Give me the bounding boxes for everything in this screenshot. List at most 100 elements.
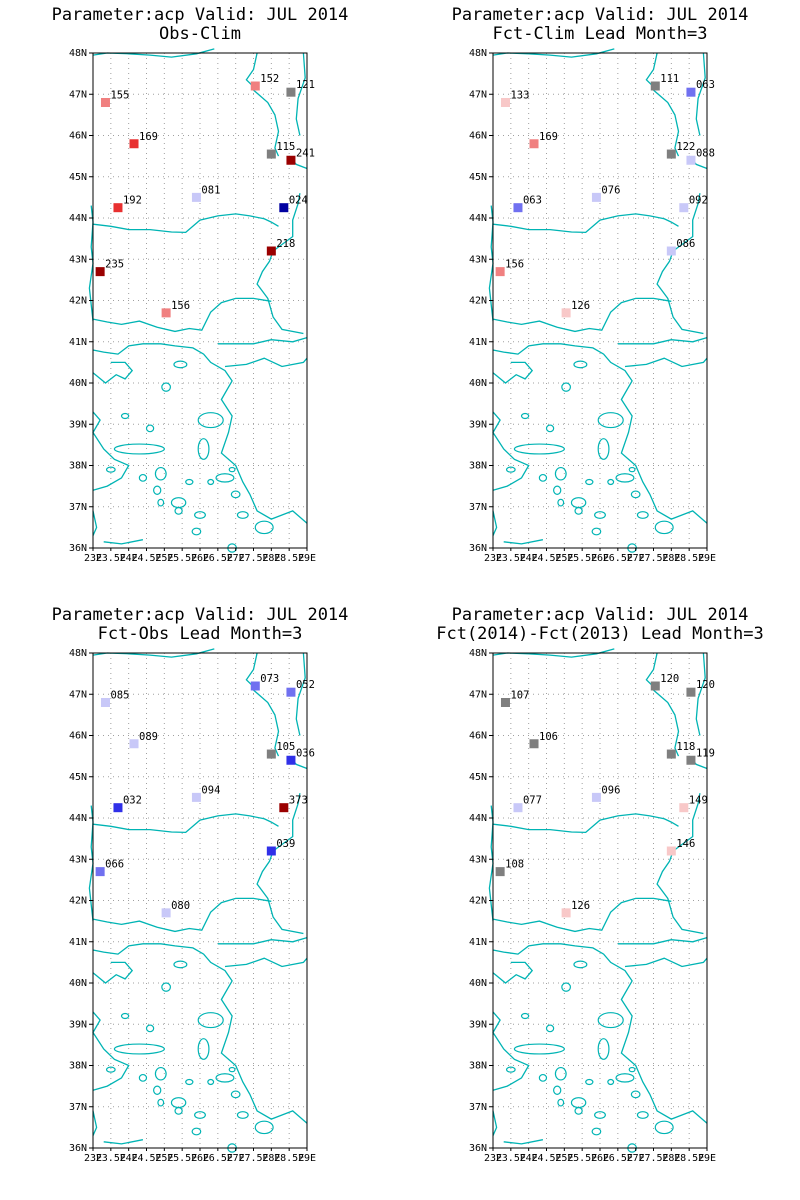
station-value-label: 192 xyxy=(123,195,142,207)
lat-tick-label: 47N xyxy=(469,689,487,700)
lon-tick-label: 29E xyxy=(698,1153,716,1164)
lon-tick-label: 28.5E xyxy=(274,1153,304,1164)
station-marker xyxy=(686,155,696,165)
station-marker xyxy=(686,755,696,765)
station-value-label: 036 xyxy=(296,747,315,759)
lon-tick-label: 26E xyxy=(191,553,209,564)
lon-tick-label: 29E xyxy=(298,1153,316,1164)
lat-tick-label: 45N xyxy=(469,172,487,183)
lat-tick-label: 38N xyxy=(69,461,87,472)
lat-tick-label: 47N xyxy=(69,689,87,700)
lat-tick-label: 40N xyxy=(469,378,487,389)
lat-tick-label: 39N xyxy=(69,419,87,430)
map-plot: 36N 37N 38N 39N 40N 41N 42N 43N 44N 45N 46N 47N 48N 2… xyxy=(469,648,716,1164)
station-value-label: 073 xyxy=(260,673,279,685)
lat-tick-label: 44N xyxy=(469,813,487,824)
lon-tick-label: 26.5E xyxy=(603,1153,633,1164)
station-marker xyxy=(529,739,539,749)
map-plot: 36N 37N 38N 39N 40N 41N 42N 43N 44N 45N 46N 47N 48N 2… xyxy=(69,648,316,1164)
lat-tick-label: 39N xyxy=(69,1019,87,1030)
station-marker xyxy=(513,203,523,213)
panel-title-line2: Fct(2014)-Fct(2013) Lead Month=3 xyxy=(436,624,764,644)
station-marker xyxy=(679,803,689,813)
station-value-label: 169 xyxy=(539,131,558,143)
lon-tick-label: 24E xyxy=(520,1153,538,1164)
lon-tick-label: 23E xyxy=(484,1153,502,1164)
station-marker xyxy=(266,149,276,159)
panel-title-line1: Parameter:acp Valid: JUL 2014 xyxy=(51,605,349,625)
station-marker xyxy=(591,192,601,202)
lat-tick-label: 46N xyxy=(69,131,87,142)
station-marker xyxy=(591,792,601,802)
lat-tick-label: 39N xyxy=(469,1019,487,1030)
station-marker xyxy=(650,81,660,91)
lon-tick-label: 23E xyxy=(84,553,102,564)
station-value-label: 120 xyxy=(696,679,715,691)
station-marker xyxy=(100,98,110,107)
station-marker xyxy=(266,846,276,856)
lat-tick-label: 48N xyxy=(469,48,487,59)
lon-tick-label: 23.5E xyxy=(496,553,526,564)
lat-tick-label: 42N xyxy=(69,896,87,907)
station-value-label: 063 xyxy=(523,195,542,207)
lat-tick-label: 42N xyxy=(469,296,487,307)
station-value-label: 094 xyxy=(201,784,220,796)
station-marker xyxy=(286,155,296,165)
station-value-label: 156 xyxy=(171,300,190,312)
station-value-label: 089 xyxy=(139,731,158,743)
lat-tick-label: 44N xyxy=(469,213,487,224)
station-value-label: 108 xyxy=(505,859,524,871)
lat-tick-label: 45N xyxy=(69,172,87,183)
station-marker xyxy=(679,203,689,213)
panel-title-line2: Fct-Clim Lead Month=3 xyxy=(492,24,708,44)
lon-tick-label: 27.5E xyxy=(638,553,668,564)
lon-tick-label: 24E xyxy=(120,553,138,564)
lon-tick-label: 24.5E xyxy=(131,1153,161,1164)
station-value-label: 122 xyxy=(676,141,695,153)
lat-tick-label: 37N xyxy=(69,1102,87,1113)
station-value-label: 086 xyxy=(676,238,695,250)
station-marker xyxy=(286,755,296,765)
station-value-label: 146 xyxy=(676,838,695,850)
lat-tick-label: 37N xyxy=(469,1102,487,1113)
lat-tick-label: 39N xyxy=(469,419,487,430)
lon-tick-label: 28E xyxy=(662,1153,680,1164)
lon-tick-label: 27E xyxy=(627,553,645,564)
station-marker xyxy=(161,308,171,318)
lat-tick-label: 36N xyxy=(69,543,87,554)
station-value-label: 052 xyxy=(296,679,315,691)
lon-tick-label: 28.5E xyxy=(674,553,704,564)
station-value-label: 121 xyxy=(296,79,315,91)
station-value-label: 085 xyxy=(110,690,129,702)
station-marker xyxy=(279,803,289,813)
lat-tick-label: 38N xyxy=(469,1061,487,1072)
lat-tick-label: 43N xyxy=(69,254,87,265)
station-marker xyxy=(129,139,139,149)
lat-tick-label: 36N xyxy=(469,1143,487,1154)
coastlines xyxy=(488,648,708,1153)
station-value-label: 155 xyxy=(110,90,129,102)
station-marker xyxy=(666,246,676,256)
lat-tick-label: 45N xyxy=(69,772,87,783)
station-value-label: 063 xyxy=(696,79,715,91)
station-value-label: 081 xyxy=(201,184,220,196)
panel-title-line1: Parameter:acp Valid: JUL 2014 xyxy=(451,605,749,625)
station-value-label: 039 xyxy=(276,838,295,850)
station-value-label: 126 xyxy=(571,300,590,312)
lat-tick-label: 43N xyxy=(469,254,487,265)
lon-tick-label: 27E xyxy=(227,553,245,564)
lat-tick-label: 41N xyxy=(469,337,487,348)
station-marker xyxy=(113,203,123,213)
panel-2: Parameter:acp Valid: JUL 2014 Fct-Clim L… xyxy=(400,0,800,600)
station-marker xyxy=(500,98,510,107)
lat-tick-label: 38N xyxy=(469,461,487,472)
station-value-label: 235 xyxy=(105,259,124,271)
station-marker xyxy=(129,739,139,749)
lon-tick-label: 27.5E xyxy=(638,1153,668,1164)
station-value-label: 133 xyxy=(510,90,529,102)
lon-tick-label: 25E xyxy=(555,553,573,564)
station-marker xyxy=(686,87,696,97)
panel-title-line2: Obs-Clim xyxy=(159,24,241,44)
map-plot: 36N 37N 38N 39N 40N 41N 42N 43N 44N 45N 46N 47N 48N 2… xyxy=(69,48,316,564)
lat-tick-label: 41N xyxy=(69,337,87,348)
